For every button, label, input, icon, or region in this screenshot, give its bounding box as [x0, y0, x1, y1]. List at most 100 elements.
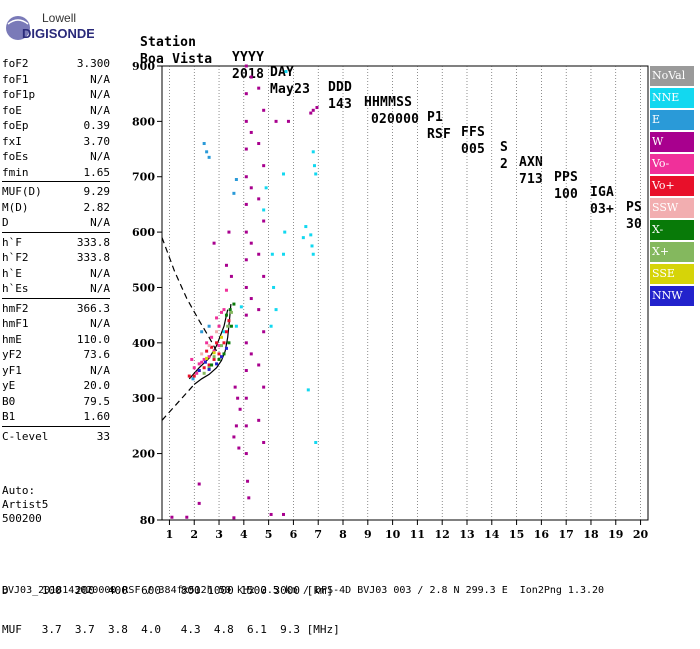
x-tick-label: 1 — [166, 528, 174, 541]
echo-point — [264, 186, 268, 190]
echo-point — [207, 355, 211, 359]
echo-point — [203, 360, 207, 364]
echo-point — [207, 366, 211, 370]
echo-point — [269, 324, 273, 328]
trace-curve — [161, 237, 218, 352]
echo-point — [224, 346, 228, 350]
param-value: 333.8 — [76, 251, 110, 264]
echo-point — [311, 150, 315, 154]
x-tick-label: 14 — [484, 528, 500, 541]
echo-point — [249, 186, 253, 190]
echo-point — [222, 330, 226, 334]
param-label: B1 — [2, 410, 16, 423]
param-value: 0.39 — [83, 119, 111, 132]
param-label: C-level — [2, 429, 49, 443]
echo-point — [229, 274, 233, 278]
echo-point — [274, 308, 278, 312]
echo-point — [249, 75, 253, 79]
echo-point — [306, 388, 310, 392]
param-value: N/A — [90, 88, 110, 101]
param-row: yF2 73.6 — [2, 347, 110, 363]
echo-point — [249, 297, 253, 301]
param-value: N/A — [90, 282, 110, 295]
param-row: B1 1.60 — [2, 409, 110, 425]
value-ddd: 143 — [328, 97, 353, 112]
param-label: h`Es — [2, 282, 29, 295]
echo-point — [283, 230, 287, 234]
echo-point — [212, 351, 216, 355]
legend-item: E — [650, 110, 694, 130]
value-day: May23 — [270, 82, 311, 97]
x-tick-label: 13 — [459, 528, 474, 541]
param-label: hmF1 — [2, 317, 29, 330]
param-row: hmF1 N/A — [2, 316, 110, 332]
param-label: foEs — [2, 150, 29, 163]
label-hhmmss: HHMMSS — [364, 95, 413, 110]
param-value: N/A — [90, 317, 110, 330]
echo-point — [200, 360, 204, 364]
legend-item: Vo- — [650, 154, 694, 174]
echo-point — [257, 197, 261, 201]
echo-point — [232, 516, 236, 520]
echo-point — [262, 385, 266, 389]
echo-point — [274, 119, 278, 123]
echo-point — [315, 106, 319, 110]
echo-point — [262, 330, 266, 334]
logo-line1: Lowell — [42, 11, 76, 25]
param-label: hmF2 — [2, 301, 29, 315]
legend-item: NoVal — [650, 66, 694, 86]
param-label: MUF(D) — [2, 185, 42, 198]
echo-point — [222, 352, 226, 356]
param-value: N/A — [90, 266, 110, 280]
y-tick-label: 400 — [132, 337, 155, 350]
param-separator — [2, 297, 110, 299]
echo-point — [247, 496, 251, 500]
echo-point — [244, 119, 248, 123]
legend: NoVal NNE E W Vo- Vo+ SSW X- X+ SSE NNW — [650, 66, 694, 308]
echo-point — [187, 374, 191, 378]
x-tick-label: 11 — [410, 528, 425, 541]
legend-item: X+ — [650, 242, 694, 262]
legend-item: SSE — [650, 264, 694, 284]
param-value: 366.3 — [76, 301, 110, 315]
echo-point — [195, 371, 199, 375]
echo-point — [200, 352, 204, 356]
param-row: foF1p N/A — [2, 87, 110, 103]
echo-point — [217, 324, 221, 328]
echo-point — [222, 308, 226, 312]
legend-item: SSW — [650, 198, 694, 218]
echo-point — [257, 86, 261, 90]
echo-point — [311, 108, 315, 112]
y-tick-label: 300 — [132, 392, 155, 405]
param-value: 110.0 — [76, 332, 110, 346]
auto-scaling-info: Auto: Artist5 500200 — [2, 484, 48, 526]
x-tick-label: 7 — [314, 528, 322, 541]
echo-point — [257, 363, 261, 367]
x-tick-label: 9 — [364, 528, 372, 541]
echo-point — [284, 70, 288, 74]
value-ps: 30 — [626, 217, 643, 232]
param-value: 333.8 — [76, 235, 110, 249]
echo-point — [249, 241, 253, 245]
param-label: D — [2, 216, 9, 229]
param-label: hmE — [2, 332, 22, 346]
echo-point — [192, 374, 196, 378]
echo-point — [197, 501, 201, 505]
header-labels: Station YYYY DAY DDD HHMMSS P1 FFS S AXN… — [140, 20, 642, 215]
echo-point — [269, 512, 273, 516]
echo-point — [244, 369, 248, 373]
legend-item: NNW — [650, 286, 694, 306]
param-value: 1.65 — [83, 165, 111, 179]
echo-point — [244, 341, 248, 345]
label-ffs: FFS — [461, 125, 486, 140]
param-label: h`F2 — [2, 251, 29, 264]
echo-point — [237, 446, 241, 450]
echo-point — [212, 349, 216, 353]
echo-point — [249, 130, 253, 134]
parameter-panel: foF2 3.300 foF1 N/A foF1p N/A foE N/A foEp 0.39 fx… — [2, 56, 110, 444]
legend-item: NNE — [650, 88, 694, 108]
echo-point — [301, 236, 305, 240]
logo-line2: DIGISONDE — [22, 26, 94, 41]
param-label: foF1p — [2, 88, 36, 101]
x-tick-label: 6 — [290, 528, 298, 541]
